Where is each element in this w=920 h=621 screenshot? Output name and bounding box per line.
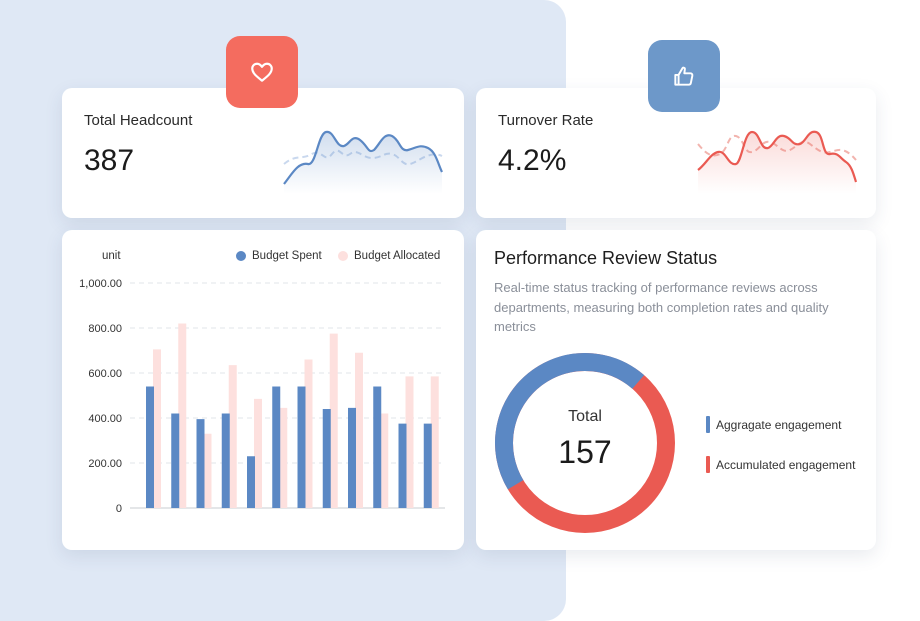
bar-budget-spent[interactable] xyxy=(322,409,331,508)
performance-description: Real-time status tracking of performance… xyxy=(494,280,829,334)
bar-budget-spent[interactable] xyxy=(272,386,281,509)
bar-budget-allocated[interactable] xyxy=(203,433,212,508)
legend-accumulated-label: Accumulated engagement xyxy=(716,457,856,472)
headcount-badge xyxy=(226,36,298,108)
donut-segment-aggregate[interactable] xyxy=(494,352,676,534)
bar-budget-spent[interactable] xyxy=(247,456,255,508)
bar-budget-allocated[interactable] xyxy=(430,376,439,508)
turnover-badge xyxy=(648,40,720,112)
donut-center: Total 157 xyxy=(494,352,676,534)
y-tick-label: 1,000.00 xyxy=(79,278,122,290)
budget-chart-card: unit Budget Spent Budget Allocated 1,000… xyxy=(62,230,464,550)
legend-mark-blue xyxy=(706,416,710,433)
budget-bar-chart: 1,000.00 800.00 600.00 400.00 200.00 0 xyxy=(79,278,445,515)
heart-icon xyxy=(251,62,273,82)
headcount-label: Total Headcount xyxy=(84,112,193,129)
bar-budget-allocated[interactable] xyxy=(380,413,389,509)
legend-accumulated[interactable]: Accumulated engagement xyxy=(706,456,855,473)
legend-mark-red xyxy=(706,456,710,473)
performance-title: Performance Review Status xyxy=(494,248,718,268)
donut-total-value: 157 xyxy=(558,434,612,470)
legend-budget-allocated[interactable]: Budget Allocated xyxy=(338,250,440,262)
turnover-sparkline xyxy=(697,130,858,194)
legend-dot-blue xyxy=(236,251,246,261)
donut-total-label: Total xyxy=(568,408,602,425)
bar-budget-spent[interactable] xyxy=(423,423,432,508)
bar-budget-spent[interactable] xyxy=(373,386,382,509)
bar-budget-spent[interactable] xyxy=(196,419,205,508)
bar-budget-allocated[interactable] xyxy=(304,359,313,509)
legend-allocated-label: Budget Allocated xyxy=(354,250,441,262)
donut-svg xyxy=(494,352,676,534)
bar-budget-allocated[interactable] xyxy=(279,407,288,508)
turnover-label: Turnover Rate xyxy=(498,112,594,129)
chart-unit-label: unit xyxy=(102,250,121,262)
y-tick-label: 0 xyxy=(116,503,122,515)
y-tick-label: 200.00 xyxy=(88,458,122,470)
bar-budget-spent[interactable] xyxy=(297,386,306,509)
headcount-value: 387 xyxy=(84,144,135,177)
bar-budget-allocated[interactable] xyxy=(329,333,338,508)
headcount-card[interactable]: Total Headcount 387 xyxy=(62,88,464,218)
performance-card: Performance Review Status Real-time stat… xyxy=(476,230,876,550)
legend-aggregate[interactable]: Aggragate engagement xyxy=(706,416,841,433)
legend-dot-pink xyxy=(338,251,348,261)
legend-spent-label: Budget Spent xyxy=(252,250,322,262)
bar-budget-spent[interactable] xyxy=(348,407,356,508)
bar-budget-allocated[interactable] xyxy=(405,376,414,508)
bar-budget-allocated[interactable] xyxy=(228,365,237,508)
donut-chart: Total 157 xyxy=(494,352,676,534)
y-tick-label: 400.00 xyxy=(88,413,122,425)
thumbs-up-icon xyxy=(674,66,694,86)
legend-aggregate-label: Aggragate engagement xyxy=(716,417,842,432)
bar-budget-spent[interactable] xyxy=(398,423,407,508)
bar-budget-allocated[interactable] xyxy=(254,398,262,508)
y-tick-label: 600.00 xyxy=(88,368,122,380)
headcount-sparkline xyxy=(283,130,443,194)
legend-budget-spent[interactable]: Budget Spent xyxy=(236,250,322,262)
bar-budget-spent[interactable] xyxy=(221,413,230,509)
bar-budget-allocated[interactable] xyxy=(178,323,187,509)
turnover-value: 4.2% xyxy=(498,144,567,177)
bar-budget-allocated[interactable] xyxy=(153,349,161,508)
bar-budget-spent[interactable] xyxy=(171,413,180,509)
y-tick-label: 800.00 xyxy=(88,323,122,335)
bar-budget-allocated[interactable] xyxy=(355,352,363,508)
bar-budget-spent[interactable] xyxy=(146,386,154,509)
